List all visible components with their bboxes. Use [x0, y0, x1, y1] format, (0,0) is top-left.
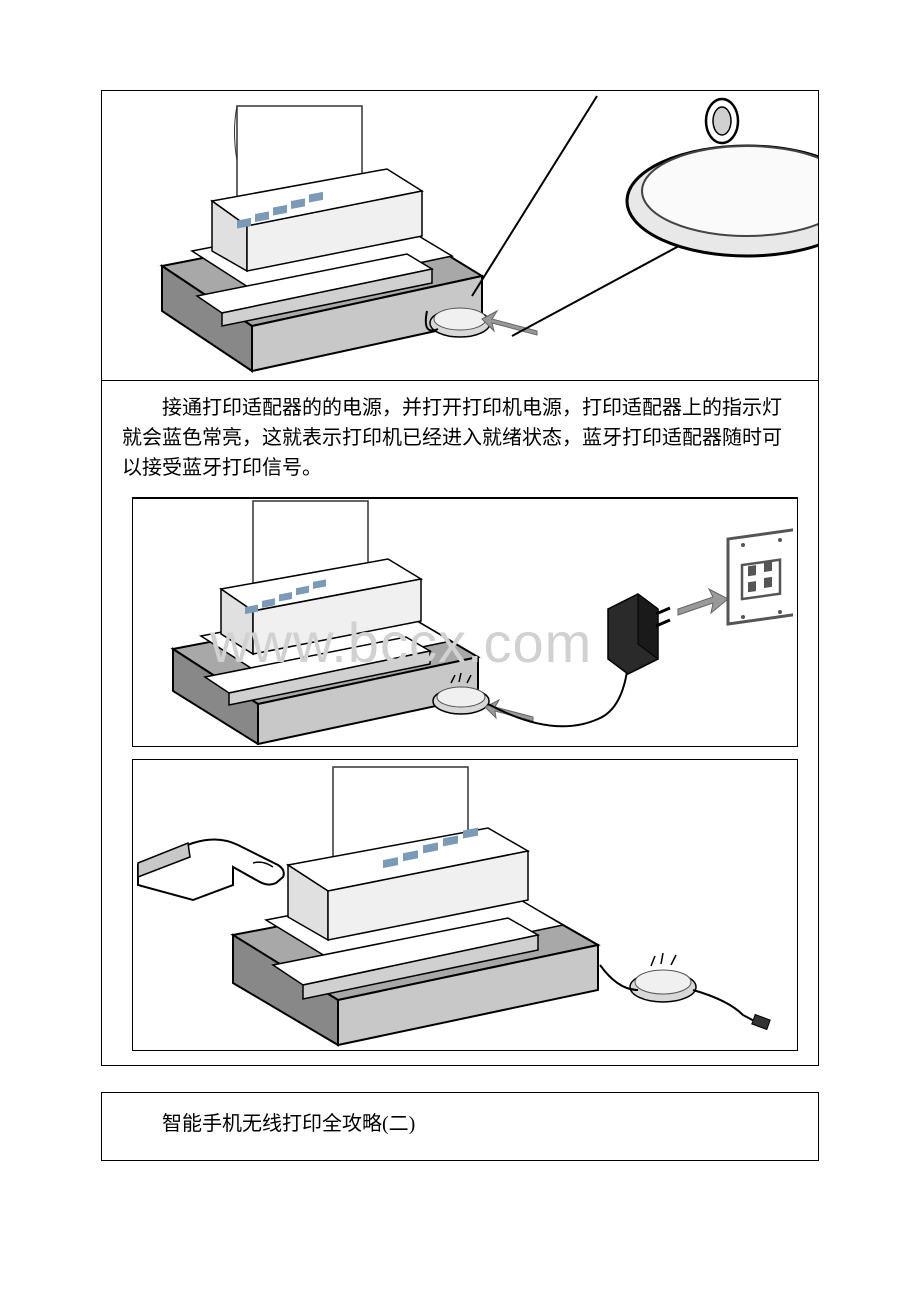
- printer-illustration-2: [133, 499, 793, 745]
- main-document-box: 接通打印适配器的的电源，并打开打印机电源，打印适配器上的指示灯就会蓝色常亮，这就…: [101, 90, 819, 1066]
- paragraph-block: 接通打印适配器的的电源，并打开打印机电源，打印适配器上的指示灯就会蓝色常亮，这就…: [102, 381, 818, 497]
- printer-illustration-1: [102, 91, 818, 379]
- figure-1-container: [102, 91, 818, 381]
- figure-2-container: [132, 497, 798, 747]
- secondary-box: 智能手机无线打印全攻略(二): [101, 1092, 819, 1161]
- printer-illustration-3: [133, 760, 793, 1050]
- bottom-spacer: [102, 1051, 818, 1065]
- section-heading: 智能手机无线打印全攻略(二): [122, 1107, 798, 1136]
- paragraph-text: 接通打印适配器的的电源，并打开打印机电源，打印适配器上的指示灯就会蓝色常亮，这就…: [122, 393, 798, 483]
- figure-3-container: [132, 759, 798, 1051]
